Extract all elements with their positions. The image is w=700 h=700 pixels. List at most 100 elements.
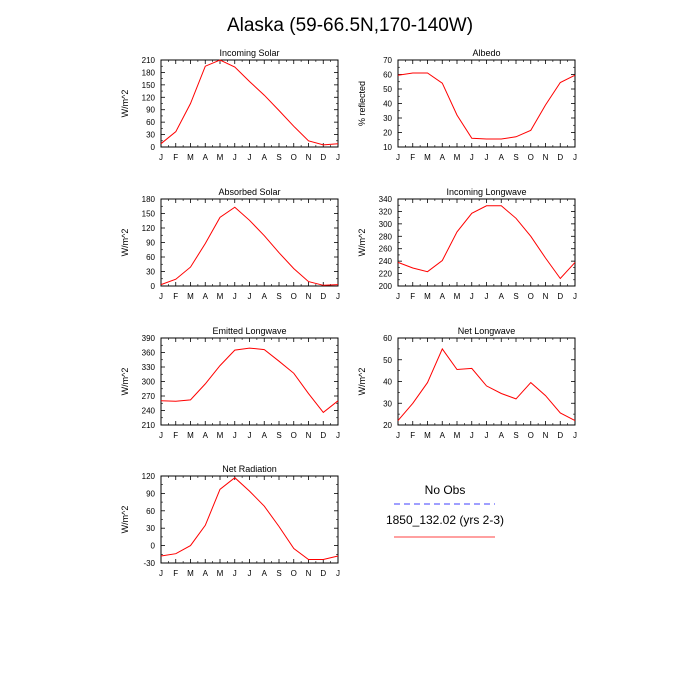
x-tick-label: D (320, 292, 326, 301)
x-tick-label: D (320, 431, 326, 440)
x-tick-label: M (187, 569, 194, 578)
x-tick-label: N (306, 153, 312, 162)
x-tick-label: O (291, 292, 297, 301)
y-tick-label: 340 (379, 195, 393, 204)
x-tick-label: S (513, 292, 518, 301)
x-tick-label: M (424, 431, 431, 440)
x-tick-label: A (203, 292, 209, 301)
chart-title: Absorbed Solar (218, 187, 280, 197)
y-tick-label: 30 (146, 131, 155, 140)
x-tick-label: A (203, 431, 209, 440)
x-tick-label: A (203, 153, 209, 162)
x-tick-label: M (217, 153, 224, 162)
x-tick-label: M (187, 292, 194, 301)
x-tick-label: J (159, 569, 163, 578)
y-tick-label: 40 (383, 100, 392, 109)
x-tick-label: A (262, 569, 268, 578)
series-line (397, 347, 576, 422)
y-tick-label: 20 (383, 129, 392, 138)
chart-title: Net Longwave (458, 326, 516, 336)
x-tick-label: A (499, 431, 505, 440)
x-tick-label: O (291, 569, 297, 578)
x-tick-label: S (513, 153, 518, 162)
y-tick-label: 70 (383, 56, 392, 65)
y-tick-label: 390 (142, 334, 156, 343)
plot-frame (397, 337, 576, 426)
y-tick-label: -30 (143, 559, 155, 568)
x-tick-label: D (557, 431, 563, 440)
x-tick-label: J (248, 292, 252, 301)
x-tick-label: F (173, 153, 178, 162)
x-tick-label: J (233, 153, 237, 162)
y-tick-label: 40 (383, 378, 392, 387)
y-tick-label: 270 (142, 392, 156, 401)
legend: No Obs 1850_132.02 (yrs 2-3) (386, 483, 504, 538)
x-tick-label: N (306, 292, 312, 301)
series-line (397, 72, 576, 140)
chart-title: Albedo (472, 48, 500, 58)
y-tick-label: 30 (383, 399, 392, 408)
plot-frame (160, 475, 339, 564)
x-tick-label: M (454, 431, 461, 440)
y-tick-label: 90 (146, 489, 155, 498)
x-tick-label: J (248, 569, 252, 578)
y-tick-label: 30 (146, 524, 155, 533)
x-tick-label: A (262, 292, 268, 301)
x-tick-label: M (454, 153, 461, 162)
x-tick-label: J (248, 153, 252, 162)
x-tick-label: N (543, 153, 549, 162)
x-tick-label: A (262, 431, 268, 440)
x-tick-label: D (320, 153, 326, 162)
series-line (160, 477, 339, 560)
x-tick-label: F (173, 431, 178, 440)
y-tick-label: 0 (151, 143, 156, 152)
y-tick-label: 300 (379, 220, 393, 229)
x-tick-label: F (410, 292, 415, 301)
x-tick-label: M (187, 431, 194, 440)
y-axis-label: W/m^2 (120, 506, 130, 534)
x-tick-label: F (173, 569, 178, 578)
y-tick-label: 330 (142, 363, 156, 372)
y-axis-label: % reflected (357, 81, 367, 126)
x-tick-label: J (159, 292, 163, 301)
y-tick-label: 20 (383, 421, 392, 430)
figure-title: Alaska (59-66.5N,170-140W) (227, 15, 473, 36)
x-tick-label: J (485, 153, 489, 162)
x-tick-label: S (276, 431, 281, 440)
x-tick-label: D (557, 153, 563, 162)
x-tick-label: J (233, 569, 237, 578)
x-tick-label: M (187, 153, 194, 162)
plot-frame (160, 337, 339, 426)
legend-label: 1850_132.02 (yrs 2-3) (386, 513, 504, 527)
x-tick-label: J (233, 431, 237, 440)
y-axis-label: W/m^2 (120, 368, 130, 396)
series-line (160, 347, 339, 414)
x-tick-label: N (306, 569, 312, 578)
x-tick-label: N (543, 292, 549, 301)
x-tick-label: A (262, 153, 268, 162)
series-line (397, 205, 576, 280)
y-tick-label: 50 (383, 356, 392, 365)
y-tick-label: 300 (142, 378, 156, 387)
chart-title: Incoming Longwave (446, 187, 526, 197)
x-tick-label: O (528, 292, 534, 301)
x-tick-label: M (424, 153, 431, 162)
x-tick-label: A (499, 153, 505, 162)
x-tick-label: O (528, 431, 534, 440)
x-tick-label: J (573, 292, 577, 301)
x-tick-label: J (573, 431, 577, 440)
plot-frame (160, 198, 339, 287)
y-axis-label: W/m^2 (357, 368, 367, 396)
chart-title: Incoming Solar (219, 48, 279, 58)
y-tick-label: 120 (142, 93, 156, 102)
plot-frame (397, 198, 576, 287)
series-line (160, 206, 339, 286)
x-tick-label: O (528, 153, 534, 162)
x-tick-label: J (470, 153, 474, 162)
x-tick-label: S (276, 292, 281, 301)
x-tick-label: S (276, 569, 281, 578)
y-tick-label: 150 (142, 210, 156, 219)
